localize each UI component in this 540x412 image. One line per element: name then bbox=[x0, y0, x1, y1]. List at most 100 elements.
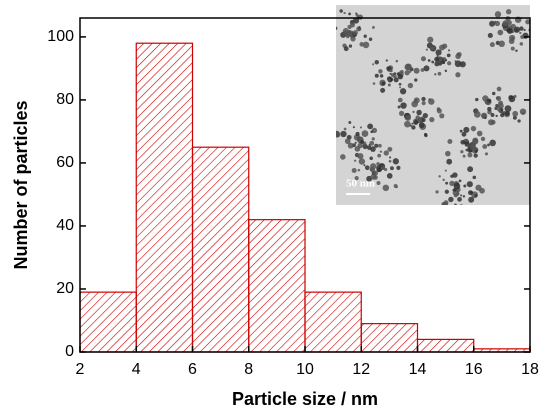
particle bbox=[439, 44, 445, 51]
particle bbox=[442, 60, 446, 65]
particle bbox=[373, 170, 379, 176]
particle bbox=[352, 126, 355, 129]
particle bbox=[454, 203, 457, 205]
particle bbox=[436, 54, 439, 57]
particle bbox=[512, 115, 517, 120]
x-tick-label: 10 bbox=[296, 361, 314, 378]
particle bbox=[472, 175, 477, 180]
particle bbox=[494, 20, 501, 27]
particle bbox=[484, 116, 487, 120]
particle bbox=[372, 25, 375, 29]
particle bbox=[421, 118, 426, 122]
particle bbox=[413, 120, 419, 125]
particle bbox=[349, 33, 354, 38]
particle bbox=[396, 72, 400, 76]
particle bbox=[354, 176, 359, 181]
particle bbox=[400, 102, 407, 109]
particle bbox=[454, 60, 462, 68]
y-tick-label: 80 bbox=[56, 91, 74, 108]
x-tick-label: 6 bbox=[188, 361, 197, 378]
particle bbox=[340, 154, 346, 160]
particle bbox=[397, 105, 401, 109]
particle bbox=[465, 148, 468, 152]
particle bbox=[474, 149, 478, 153]
particle bbox=[404, 120, 411, 128]
y-tick-label: 60 bbox=[56, 154, 74, 171]
particle bbox=[504, 105, 512, 113]
particle bbox=[512, 110, 519, 117]
particle bbox=[357, 168, 361, 172]
particle bbox=[376, 162, 380, 166]
x-tick-label: 18 bbox=[521, 361, 539, 378]
particle bbox=[425, 48, 428, 51]
particle bbox=[484, 152, 489, 156]
particle bbox=[495, 114, 498, 118]
particle bbox=[447, 61, 452, 66]
bar bbox=[135, 42, 194, 353]
particle bbox=[372, 63, 375, 66]
particle bbox=[482, 144, 488, 149]
particle bbox=[393, 72, 397, 76]
particle bbox=[368, 37, 373, 41]
particle bbox=[385, 59, 388, 62]
particle bbox=[411, 122, 414, 125]
particle bbox=[506, 29, 509, 32]
particle bbox=[393, 77, 399, 83]
particle bbox=[463, 184, 467, 188]
particle bbox=[508, 38, 515, 45]
particle bbox=[497, 29, 504, 36]
particle bbox=[468, 196, 475, 203]
particle bbox=[343, 11, 346, 15]
particle bbox=[494, 11, 502, 18]
particle bbox=[411, 125, 416, 130]
particle bbox=[396, 165, 401, 170]
particle bbox=[434, 56, 439, 62]
particle bbox=[351, 167, 357, 174]
particle bbox=[418, 122, 425, 129]
particle bbox=[472, 137, 479, 144]
particle bbox=[463, 126, 470, 133]
particle bbox=[457, 196, 462, 202]
particle bbox=[353, 159, 357, 162]
particle bbox=[380, 87, 386, 93]
x-tick-label: 12 bbox=[352, 361, 370, 378]
particle bbox=[492, 91, 496, 96]
particle bbox=[381, 81, 386, 86]
particle bbox=[532, 22, 538, 28]
inset-image bbox=[327, 5, 538, 205]
particle bbox=[436, 107, 441, 111]
particle bbox=[369, 163, 377, 170]
particle bbox=[362, 143, 368, 150]
particle bbox=[327, 41, 331, 45]
particle bbox=[444, 169, 447, 172]
particle bbox=[473, 153, 478, 158]
particle bbox=[398, 110, 405, 116]
particle bbox=[407, 82, 414, 89]
particle bbox=[347, 142, 354, 149]
particle bbox=[331, 143, 335, 147]
particle bbox=[439, 113, 445, 119]
particle bbox=[363, 34, 367, 38]
particle bbox=[505, 9, 512, 15]
particle bbox=[476, 130, 483, 137]
particle bbox=[467, 152, 473, 158]
particle bbox=[387, 78, 391, 82]
particle bbox=[370, 130, 374, 134]
particle bbox=[496, 96, 502, 101]
particle bbox=[510, 46, 515, 51]
particle bbox=[395, 59, 399, 63]
particle bbox=[459, 129, 463, 133]
particle bbox=[350, 22, 355, 28]
particle bbox=[513, 26, 521, 33]
particle bbox=[399, 88, 407, 95]
particle bbox=[434, 61, 440, 67]
particle bbox=[431, 60, 435, 64]
particle bbox=[434, 73, 437, 76]
particle bbox=[357, 142, 363, 149]
particle bbox=[355, 13, 359, 17]
particle bbox=[444, 69, 448, 73]
particle bbox=[340, 130, 347, 138]
particle bbox=[495, 104, 499, 108]
particle bbox=[445, 150, 451, 157]
y-tick-label: 0 bbox=[65, 343, 74, 360]
